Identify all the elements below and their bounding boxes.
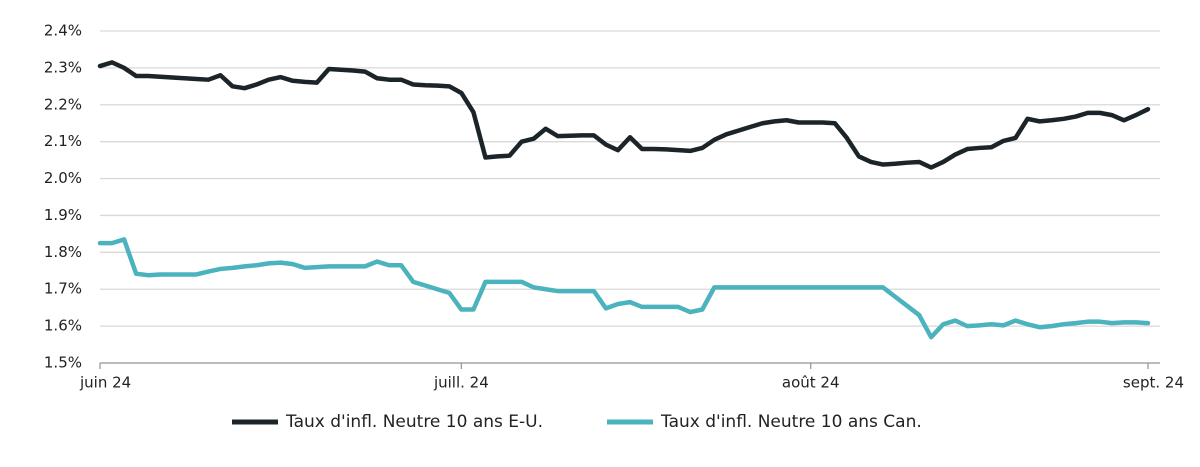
y-tick-label: 1.6% [44,317,82,335]
x-tick-label: sept. 24 [1123,374,1184,392]
y-tick-label: 2.0% [44,169,82,187]
y-tick-label: 2.1% [44,132,82,150]
y-tick-label: 2.2% [44,95,82,113]
series-line [97,237,1151,340]
legend-label: Taux d'infl. Neutre 10 ans E-U. [285,412,543,432]
y-tick-label: 2.3% [44,58,82,76]
x-tick-label: juin 24 [79,374,131,392]
legend-label: Taux d'infl. Neutre 10 ans Can. [660,412,922,432]
y-tick-label: 1.5% [44,354,82,372]
y-tick-label: 1.8% [44,243,82,261]
legend: Taux d'infl. Neutre 10 ans E-U. Taux d'in… [232,412,922,432]
y-tick-label: 1.7% [44,280,82,298]
x-tick-label: juill. 24 [433,374,489,392]
x-tick-label: août 24 [782,374,840,392]
y-tick-label: 2.4% [44,22,82,40]
series-line [97,60,1151,170]
y-tick-label: 1.9% [44,206,82,224]
